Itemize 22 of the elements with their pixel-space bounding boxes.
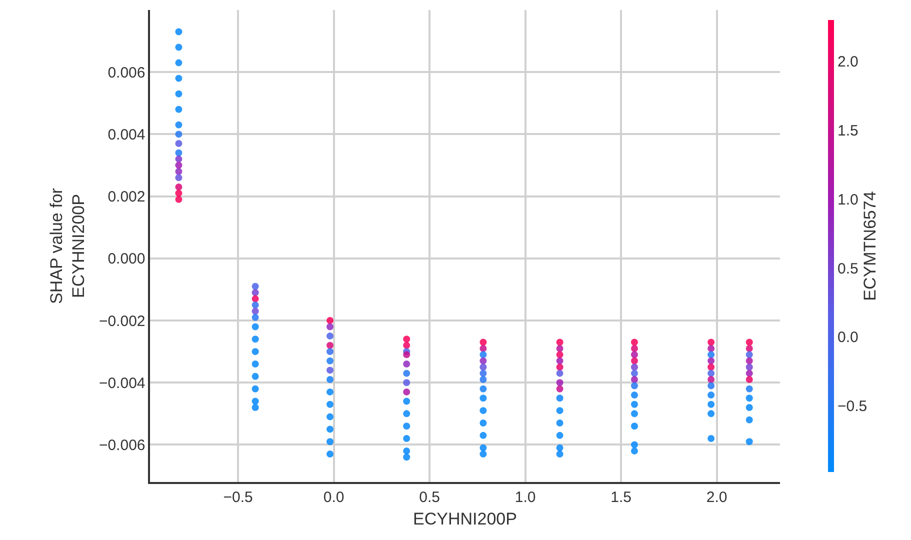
y-tick-label: 0.004 (108, 126, 146, 144)
color-bar-label: 1.0 (838, 191, 858, 208)
y-tick-label: −0.004 (98, 374, 146, 392)
color-bar-label: 0.0 (838, 329, 858, 346)
x-axis-title: ECYHNI200P (413, 510, 517, 529)
y-axis-title: SHAP value for ECYHNI200P (46, 188, 88, 304)
y-tick-label: 0.006 (108, 64, 146, 82)
y-tick-label: 0.002 (108, 188, 146, 206)
color-bar-label: 0.5 (838, 260, 858, 278)
x-tick-label: 2.0 (706, 488, 728, 506)
color-bar-label: −0.5 (838, 398, 868, 416)
x-tick-label: −0.5 (223, 488, 253, 506)
y-tick-label: −0.002 (98, 312, 146, 330)
color-bar-title: ECYMTN6574 (860, 191, 880, 301)
color-bar-label: 2.0 (838, 54, 858, 71)
x-tick-label: 0.0 (323, 488, 344, 506)
x-tick-label: 1.5 (610, 488, 632, 506)
y-tick-label: −0.006 (98, 436, 146, 454)
color-bar-label: 1.5 (838, 122, 858, 140)
y-tick-label: 0.000 (108, 250, 146, 268)
x-tick-label: 1.0 (514, 488, 536, 506)
x-tick-label: 0.5 (419, 488, 440, 506)
